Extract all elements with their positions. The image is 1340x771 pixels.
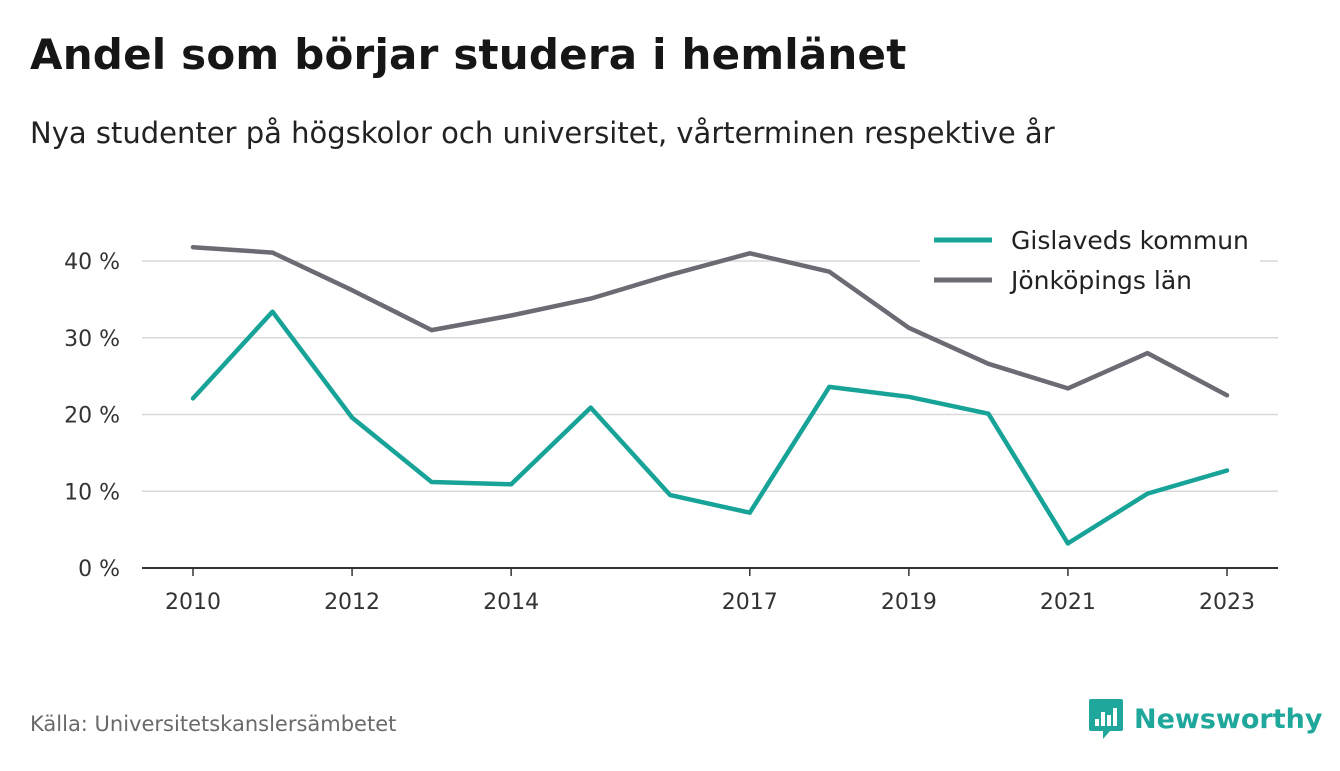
x-tick-label: 2010	[165, 590, 221, 615]
data-point	[747, 251, 752, 256]
legend: Gislaveds kommun Jönköpings län	[920, 218, 1260, 302]
data-point	[747, 510, 752, 515]
y-tick-label: 20 %	[64, 404, 120, 429]
data-point	[1225, 468, 1229, 473]
data-point	[668, 493, 673, 498]
brand-logo[interactable]: Newsworthy	[1088, 697, 1322, 741]
data-point	[588, 296, 593, 301]
data-point	[588, 405, 593, 410]
data-point	[429, 328, 434, 333]
x-tick-label: 2021	[1040, 590, 1096, 615]
y-tick-label: 30 %	[64, 327, 120, 352]
y-tick-label: 0 %	[78, 557, 120, 582]
data-point	[1065, 386, 1070, 391]
data-point	[270, 309, 275, 314]
data-point	[827, 269, 832, 274]
x-tick-label: 2023	[1199, 590, 1255, 615]
x-tick-label: 2014	[483, 590, 539, 615]
legend-label: Gislaveds kommun	[1011, 226, 1249, 255]
data-point	[350, 415, 355, 420]
data-point	[1065, 541, 1070, 546]
x-tick-label: 2019	[881, 590, 937, 615]
data-point	[986, 361, 991, 366]
data-point	[1145, 491, 1150, 496]
series-lines	[190, 244, 1230, 546]
chart-title: Andel som börjar studera i hemlänet	[30, 30, 907, 79]
data-point	[1145, 351, 1150, 356]
data-point	[191, 245, 195, 250]
data-point	[1225, 393, 1229, 398]
data-point	[191, 396, 195, 401]
source-note: Källa: Universitetskanslersämbetet	[30, 712, 397, 736]
data-point	[906, 325, 911, 330]
legend-label: Jönköpings län	[1009, 266, 1192, 295]
data-point	[350, 288, 355, 293]
data-point	[509, 482, 514, 487]
brand-name: Newsworthy	[1134, 703, 1323, 735]
chart-subtitle: Nya studenter på högskolor och universit…	[30, 116, 1055, 150]
data-point	[668, 272, 673, 277]
y-tick-label: 40 %	[64, 250, 120, 275]
data-point	[906, 394, 911, 399]
data-point	[986, 411, 991, 416]
y-tick-label: 10 %	[64, 480, 120, 505]
series-line-jonkoping	[190, 244, 1230, 398]
x-tick-label: 2017	[722, 590, 778, 615]
data-point	[827, 384, 832, 389]
x-tick-label: 2012	[324, 590, 380, 615]
axes: 0 % 10 % 20 % 30 % 40 % 2010 2012 2014 2017 2019 2…	[64, 250, 1278, 615]
data-point	[509, 313, 514, 318]
series-line-gislaved	[190, 309, 1230, 546]
newsworthy-logo-icon	[1089, 699, 1123, 739]
legend-background	[920, 218, 1260, 302]
data-point	[429, 480, 434, 485]
data-point	[270, 250, 275, 255]
